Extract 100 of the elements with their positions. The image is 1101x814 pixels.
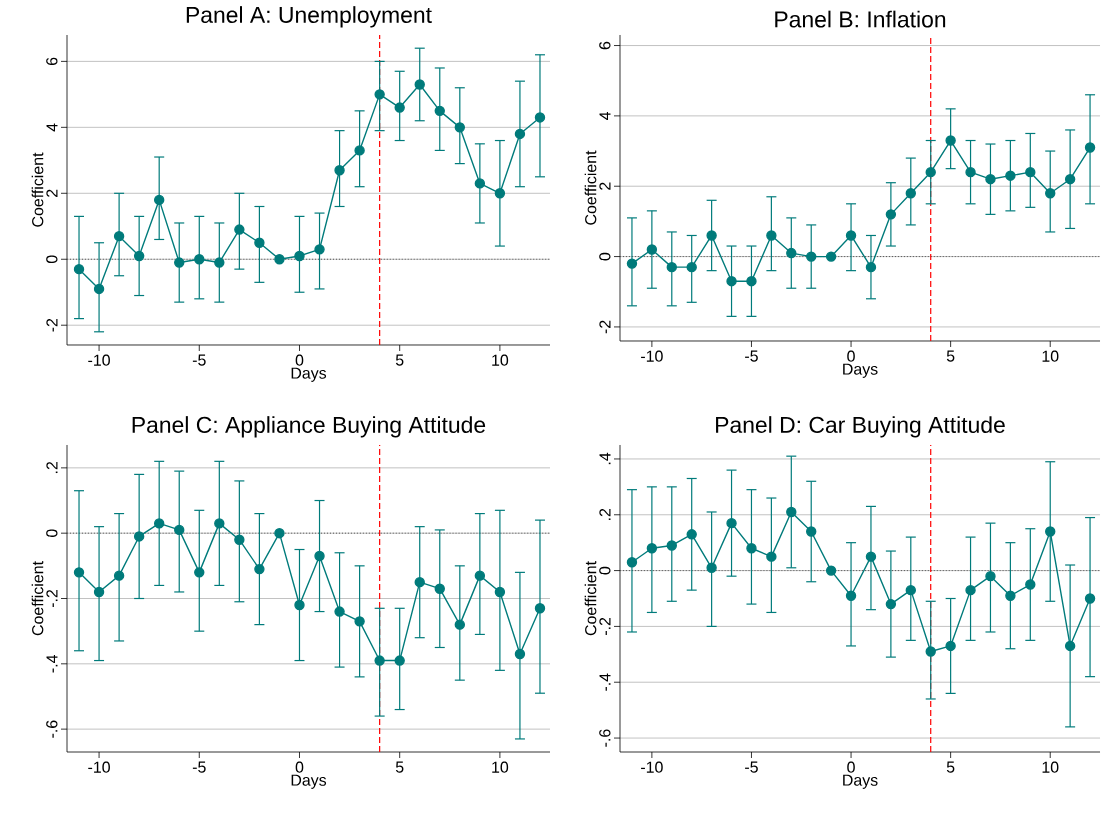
y-tick-label: -.4	[599, 673, 611, 691]
point	[454, 619, 466, 630]
y-tick-label: .2	[46, 462, 58, 474]
point	[786, 247, 797, 259]
x-tick-label: 5	[946, 350, 955, 362]
point	[133, 531, 145, 542]
point	[666, 540, 677, 551]
point	[174, 524, 185, 536]
y-tick-label: 0	[599, 252, 611, 261]
point	[845, 590, 857, 601]
point	[1064, 174, 1076, 185]
point	[514, 648, 526, 660]
point	[885, 598, 897, 610]
y-tick-label: 2	[46, 189, 58, 197]
point	[686, 529, 697, 540]
point	[153, 518, 165, 529]
y-axis-title: Coefficient	[584, 150, 597, 225]
x-tick-label: 10	[492, 354, 509, 366]
y-tick-label: 0	[599, 566, 611, 575]
point	[1025, 166, 1036, 178]
x-tick-label: -5	[192, 354, 206, 366]
point	[945, 640, 956, 652]
point	[726, 276, 737, 287]
y-tick-label: -2	[46, 318, 58, 332]
x-tick-label: 10	[1042, 350, 1059, 362]
point	[153, 194, 165, 206]
x-tick-label: -10	[88, 354, 110, 366]
point	[434, 583, 445, 594]
point	[666, 261, 677, 273]
y-axis-title: Coefficient	[31, 152, 44, 227]
point	[925, 166, 936, 178]
y-tick-label: 4	[599, 111, 611, 120]
x-tick-label: -5	[745, 761, 758, 773]
point	[985, 174, 996, 185]
point	[254, 237, 265, 248]
chart-title: Panel B: Inflation	[775, 10, 946, 28]
y-tick-label: 6	[599, 41, 611, 50]
y-tick-label: -.2	[599, 617, 611, 636]
point	[214, 518, 225, 529]
x-tick-label: -10	[88, 761, 110, 773]
point	[706, 562, 717, 573]
point	[394, 655, 405, 666]
point	[93, 586, 105, 598]
point	[73, 263, 85, 275]
point	[845, 230, 857, 241]
point	[905, 584, 916, 596]
point	[865, 261, 877, 273]
point	[534, 603, 546, 614]
point	[766, 230, 777, 241]
point	[1064, 640, 1076, 652]
point	[686, 261, 697, 273]
point	[766, 551, 777, 562]
point	[113, 570, 125, 581]
point	[925, 646, 936, 657]
x-tick-label: 5	[395, 761, 404, 773]
x-tick-label: 10	[1042, 761, 1059, 773]
x-tick-label: -10	[641, 350, 663, 362]
x-axis-title: Days	[291, 367, 327, 382]
y-tick-label: 2	[599, 182, 611, 190]
point	[825, 251, 837, 262]
point	[274, 527, 285, 539]
x-tick-label: 5	[395, 354, 404, 366]
x-tick-label: 10	[492, 761, 509, 773]
y-tick-label: .2	[599, 508, 611, 520]
point	[905, 188, 916, 199]
x-tick-label: 0	[847, 350, 855, 362]
chart-title: Panel A: Unemployment	[186, 6, 432, 28]
point	[454, 122, 466, 133]
point	[174, 257, 185, 268]
point	[314, 244, 325, 255]
point	[825, 565, 837, 576]
point	[414, 79, 425, 90]
point	[474, 570, 486, 581]
y-tick-label: 4	[46, 123, 58, 132]
point	[626, 258, 638, 269]
point	[746, 276, 757, 287]
point	[314, 550, 325, 562]
point	[1005, 170, 1016, 181]
point	[354, 145, 365, 156]
point	[113, 230, 125, 242]
point	[133, 250, 145, 262]
point	[1084, 142, 1096, 153]
point	[494, 586, 506, 598]
x-tick-label: -5	[745, 350, 758, 362]
point	[514, 128, 526, 140]
point	[254, 563, 265, 575]
point	[374, 89, 385, 100]
point	[434, 105, 445, 117]
y-tick-label: 0	[46, 529, 58, 537]
y-tick-label: .4	[599, 452, 611, 465]
point	[945, 135, 956, 146]
x-tick-label: 0	[295, 761, 304, 773]
point	[985, 570, 996, 582]
x-tick-label: -10	[641, 761, 663, 773]
point	[234, 224, 245, 235]
point	[965, 166, 976, 178]
point	[786, 506, 797, 518]
x-axis-title: Days	[291, 774, 327, 789]
y-tick-label: -.6	[46, 720, 58, 738]
point	[374, 655, 385, 666]
